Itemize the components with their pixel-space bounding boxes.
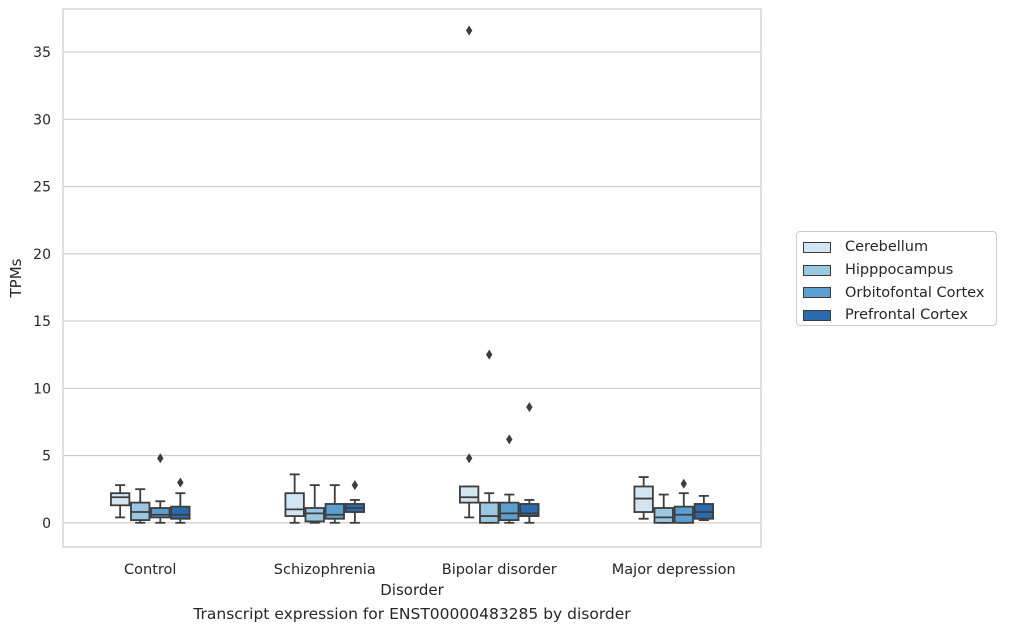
- box: [479, 349, 500, 524]
- box: [653, 493, 674, 524]
- box: [499, 434, 520, 524]
- legend-swatch-hippocampus: [803, 264, 831, 276]
- legend-item-orbitofrontal: Orbitofontal Cortex: [803, 281, 996, 304]
- y-tick-label: 25: [33, 180, 51, 196]
- box-body: [284, 492, 305, 517]
- x-tick-label: Control: [124, 562, 176, 578]
- outlier-point: [157, 453, 164, 464]
- box-body: [150, 507, 171, 519]
- legend-swatch-prefrontal: [803, 309, 831, 321]
- legend-label-hippocampus: Hipppocampus: [845, 262, 954, 279]
- x-axis-ticks: Control Schizophrenia Bipolar disorder Majo…: [124, 562, 736, 578]
- legend-swatch-orbitofrontal: [803, 287, 831, 299]
- y-tick-label: 30: [33, 112, 51, 128]
- box-body: [324, 503, 345, 520]
- x-axis-label: Disorder: [380, 581, 444, 599]
- outlier-point: [680, 478, 687, 489]
- legend-item-cerebellum: Cerebellum: [803, 236, 996, 259]
- plot-area-frame: [62, 8, 762, 548]
- outlier-point: [177, 477, 184, 488]
- box: [459, 25, 480, 519]
- y-tick-label: 5: [42, 449, 51, 465]
- box-body: [304, 507, 325, 523]
- box-body: [653, 507, 674, 524]
- outlier-point: [506, 434, 513, 445]
- box: [304, 484, 325, 524]
- box-series: [110, 25, 714, 524]
- box-body: [110, 492, 131, 507]
- chart-caption: Transcript expression for ENST0000048328…: [193, 605, 631, 623]
- legend-label-orbitofrontal: Orbitofontal Cortex: [845, 284, 985, 301]
- box: [150, 453, 171, 524]
- grid-lines: [63, 51, 761, 524]
- legend-swatch-cerebellum: [803, 241, 831, 253]
- box: [170, 477, 191, 524]
- y-tick-label: 15: [33, 314, 51, 330]
- y-tick-label: 35: [33, 45, 51, 61]
- outlier-point: [465, 25, 473, 36]
- legend-item-prefrontal: Prefrontal Cortex: [803, 304, 996, 327]
- outlier-point: [526, 402, 533, 413]
- outlier-point: [351, 480, 359, 491]
- outlier-point: [465, 453, 473, 464]
- box: [693, 494, 714, 521]
- box: [633, 476, 654, 520]
- y-axis-label: TPMs: [7, 258, 25, 298]
- x-tick-label: Schizophrenia: [274, 562, 376, 578]
- box: [130, 488, 151, 524]
- box-body: [499, 501, 520, 521]
- y-tick-label: 0: [42, 516, 51, 532]
- legend-label-prefrontal: Prefrontal Cortex: [845, 307, 968, 324]
- y-tick-label: 20: [33, 247, 51, 263]
- x-tick-label: Bipolar disorder: [442, 562, 557, 578]
- box: [284, 473, 305, 524]
- x-tick-label: Major depression: [612, 562, 736, 578]
- box: [324, 484, 345, 524]
- box: [519, 402, 540, 524]
- box: [110, 484, 131, 519]
- y-axis-ticks: 0 5 10 15 20 25 30 35: [33, 45, 51, 532]
- y-tick-label: 10: [33, 381, 51, 397]
- box-body: [459, 485, 480, 504]
- box-body: [479, 501, 500, 524]
- box: [344, 480, 365, 524]
- legend: Cerebellum Hipppocampus Orbitofontal Cor…: [796, 231, 997, 326]
- box: [673, 478, 694, 524]
- outlier-point: [486, 349, 493, 360]
- legend-label-cerebellum: Cerebellum: [845, 239, 929, 256]
- box-body: [170, 505, 191, 520]
- legend-item-hippocampus: Hipppocampus: [803, 259, 996, 282]
